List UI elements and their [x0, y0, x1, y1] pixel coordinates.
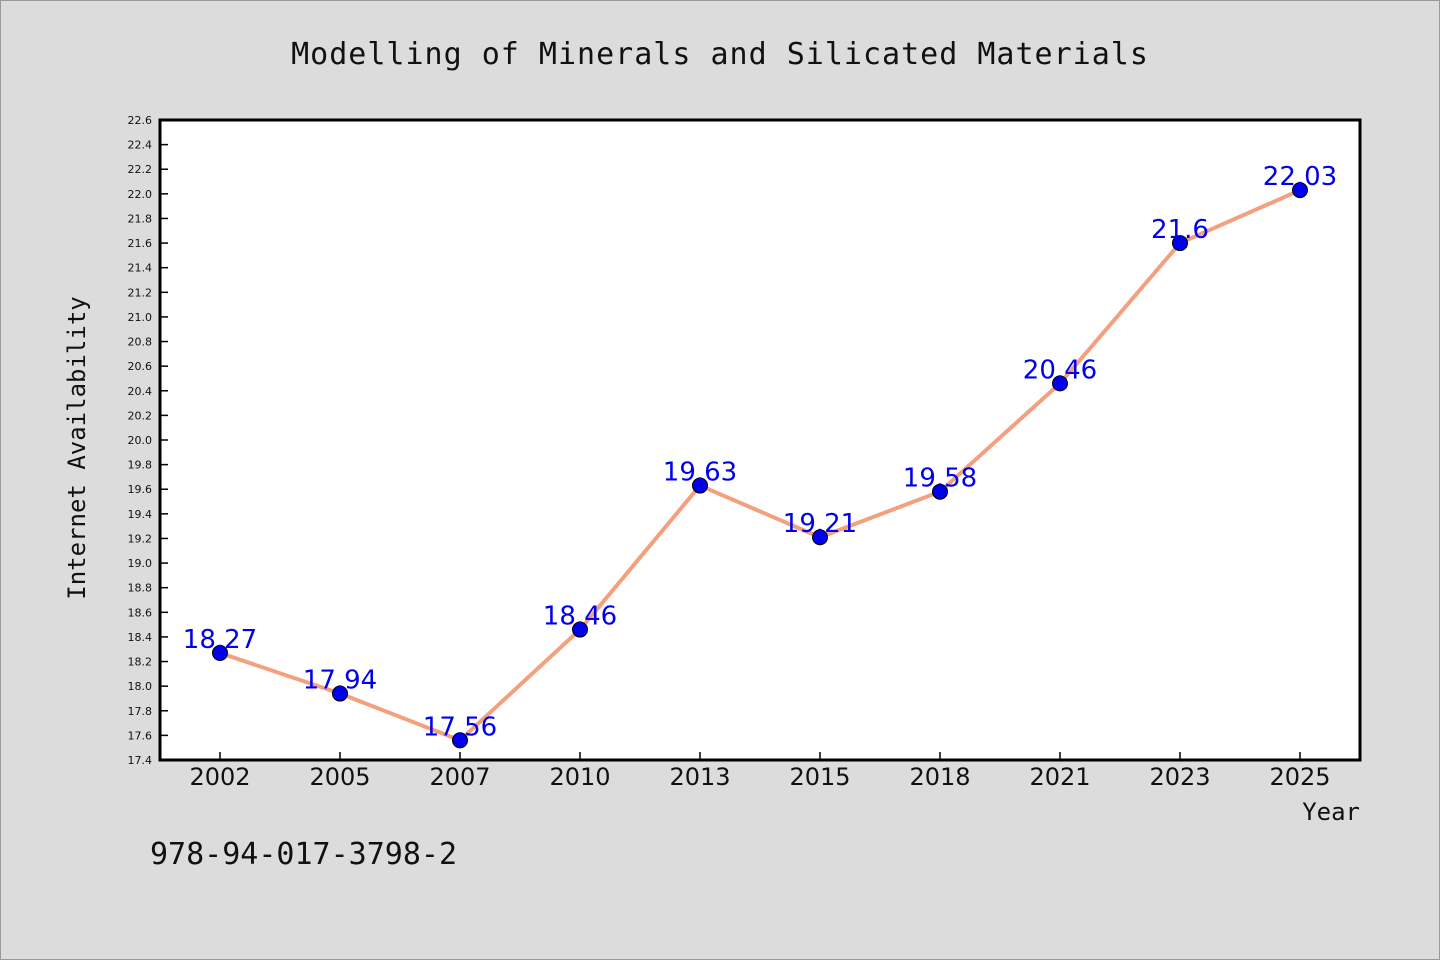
y-tick-label: 17.8	[128, 705, 153, 718]
y-tick-label: 19.6	[128, 483, 153, 496]
data-point	[452, 732, 468, 749]
y-tick-label: 20.8	[128, 336, 153, 349]
y-tick-label: 22.4	[128, 139, 153, 152]
data-point	[212, 644, 228, 661]
x-tick-label: 2025	[1269, 763, 1330, 791]
data-point	[572, 621, 588, 638]
data-point	[1172, 235, 1188, 252]
data-label: 20.46	[1023, 355, 1097, 385]
data-label: 19.58	[903, 464, 977, 494]
y-axis-label: Internet Availability	[63, 296, 91, 599]
series-line	[219, 188, 1301, 743]
y-tick-label: 18.2	[128, 656, 153, 669]
y-tick-label: 20.2	[128, 409, 153, 422]
x-tick-label: 2021	[1029, 763, 1090, 791]
data-label: 21.6	[1151, 215, 1209, 245]
x-tick-label: 2002	[189, 763, 250, 791]
x-tick-label: 2005	[309, 763, 370, 791]
data-point	[1052, 375, 1068, 392]
data-point	[332, 685, 348, 702]
y-tick-label: 18.6	[128, 606, 153, 619]
y-tick-label: 19.8	[128, 459, 153, 472]
isbn-caption: 978-94-017-3798-2	[150, 837, 457, 872]
chart-title: Modelling of Minerals and Silicated Mate…	[291, 37, 1149, 72]
y-axis: 17.4 17.6 17.8 18.0 18.2 18.4 18.6 18.8 19.0 19.2…	[128, 114, 168, 767]
y-tick-label: 17.6	[128, 729, 153, 742]
y-tick-label: 17.4	[128, 754, 153, 767]
y-tick-label: 22.2	[128, 163, 153, 176]
data-label: 18.46	[543, 602, 617, 632]
y-tick-label: 21.2	[128, 286, 153, 299]
y-tick-label: 21.0	[128, 311, 153, 324]
y-tick-label: 18.4	[128, 631, 153, 644]
x-axis: 2002 2005 2007 2010 2013 2015 2018 2021 2023 2025	[189, 752, 1331, 791]
x-tick-label: 2023	[1149, 763, 1210, 791]
y-tick-label: 18.8	[128, 582, 153, 595]
y-tick-label: 22.0	[128, 188, 153, 201]
data-label: 17.56	[423, 712, 497, 742]
y-tick-label: 18.0	[128, 680, 153, 693]
x-tick-label: 2010	[549, 763, 610, 791]
data-labels: 18.27 17.94 17.56 18.46 19.63 19.21 19.58 20.46…	[183, 162, 1337, 742]
y-tick-label: 20.0	[128, 434, 153, 447]
y-tick-label: 19.4	[128, 508, 153, 521]
x-tick-label: 2013	[669, 763, 730, 791]
data-label: 17.94	[303, 666, 377, 696]
y-tick-label: 21.4	[128, 262, 153, 275]
data-point	[692, 477, 708, 494]
data-label: 22.03	[1263, 162, 1337, 192]
y-tick-label: 19.0	[128, 557, 153, 570]
x-axis-label: Year	[1302, 798, 1360, 826]
y-tick-label: 22.6	[128, 114, 153, 127]
data-point	[932, 483, 948, 500]
x-tick-label: 2007	[429, 763, 490, 791]
y-tick-label: 20.4	[128, 385, 153, 398]
data-label: 19.63	[663, 458, 737, 488]
y-tick-label: 19.2	[128, 532, 153, 545]
data-label: 19.21	[783, 509, 857, 539]
data-label: 18.27	[183, 625, 257, 655]
x-tick-label: 2018	[909, 763, 970, 791]
y-tick-label: 21.6	[128, 237, 153, 250]
series-markers	[212, 182, 1308, 749]
data-point	[812, 529, 828, 546]
x-tick-label: 2015	[789, 763, 850, 791]
y-tick-label: 21.8	[128, 212, 153, 225]
plot-area	[158, 118, 1362, 762]
data-point	[1292, 182, 1308, 199]
y-tick-label: 20.6	[128, 360, 153, 373]
